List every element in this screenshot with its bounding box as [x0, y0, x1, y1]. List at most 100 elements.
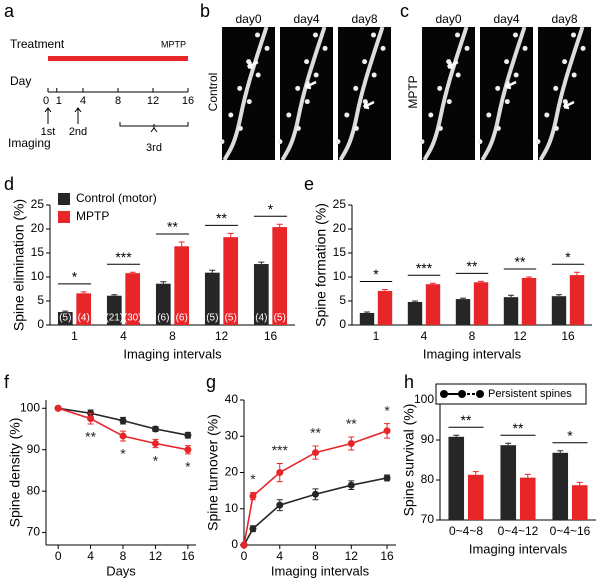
y-tick-label: 100	[414, 392, 434, 406]
bar	[500, 445, 517, 520]
spine	[535, 139, 541, 145]
sig-label: *	[268, 201, 274, 217]
y-axis-label: Spine survival (%)	[401, 404, 417, 517]
spine	[246, 99, 252, 105]
imaging-arrow	[74, 107, 82, 124]
spine	[513, 32, 518, 38]
panel-letter: a	[4, 1, 15, 21]
point	[249, 492, 257, 500]
spine	[428, 112, 434, 118]
legend-label: Control (motor)	[76, 191, 157, 205]
spine	[295, 125, 301, 131]
sig-label: ***	[115, 249, 132, 265]
spine	[313, 32, 318, 38]
spine	[513, 72, 519, 78]
day-tick-label: 4	[80, 95, 86, 107]
sig-label: **	[461, 412, 472, 428]
y-tick-label: 40	[225, 392, 239, 406]
spine	[304, 99, 310, 105]
bar	[253, 264, 269, 325]
spine	[295, 85, 301, 91]
spine	[522, 45, 528, 51]
y-tick-label: 20	[333, 221, 347, 235]
day-label: day0	[235, 12, 261, 26]
imaging-order: 1st	[41, 126, 56, 138]
dendrite	[480, 26, 527, 161]
bar	[503, 297, 519, 325]
imaging-order: 2nd	[69, 126, 87, 138]
x-axis-label: Imaging intervals	[123, 346, 222, 361]
spine	[237, 125, 243, 131]
spine	[380, 45, 386, 51]
error-bar	[460, 297, 466, 300]
spine	[264, 45, 270, 51]
point	[151, 425, 159, 433]
day-label: day8	[351, 12, 377, 26]
point	[119, 432, 127, 440]
y-axis-label: Spine density (%)	[7, 418, 23, 528]
sig-label: *	[565, 249, 571, 265]
x-tick-label: 4	[421, 329, 428, 343]
spine	[477, 139, 483, 145]
y-tick-label: 30	[225, 428, 239, 442]
dendrite	[422, 26, 469, 161]
point	[347, 440, 355, 447]
spine	[446, 99, 452, 105]
bar	[467, 474, 484, 520]
imaging-arrow	[44, 107, 52, 124]
spine	[571, 72, 577, 78]
sig-label: *	[185, 459, 191, 475]
day-label-bg	[432, 13, 466, 26]
bar	[204, 272, 220, 325]
error-bar	[574, 271, 580, 276]
panel-letter: f	[4, 372, 10, 392]
panel-letter: h	[404, 372, 414, 392]
panel-letter: c	[400, 1, 409, 21]
treatment-label: Treatment	[10, 37, 65, 51]
error-bar	[258, 261, 265, 265]
sig-label: ***	[416, 260, 433, 276]
error-bar	[382, 288, 388, 291]
bar	[407, 301, 423, 325]
error-bar	[129, 271, 136, 274]
sig-label: *	[373, 266, 379, 282]
arrow	[504, 80, 517, 90]
spine	[486, 112, 492, 118]
spine	[544, 112, 550, 118]
x-tick-label: 0	[241, 549, 248, 563]
spine	[571, 32, 576, 38]
sig-label: **	[346, 416, 357, 432]
sig-label: *	[153, 452, 159, 468]
y-tick-label: 100	[20, 400, 40, 414]
y-tick-label: 10	[225, 501, 239, 515]
x-tick-label: 0	[55, 549, 62, 563]
bar	[125, 273, 141, 325]
point	[151, 440, 159, 447]
point	[54, 404, 62, 412]
arrow	[362, 100, 375, 110]
day-label-bg	[348, 13, 382, 26]
spine	[335, 139, 341, 145]
sig-label: **	[167, 219, 178, 235]
x-tick-label: 8	[312, 549, 319, 563]
dendrite	[538, 26, 585, 161]
day-tick-label: 16	[182, 95, 194, 107]
error-bar	[524, 473, 531, 478]
arrow	[446, 60, 459, 70]
arrow	[562, 100, 575, 110]
error-bar	[526, 276, 532, 278]
point	[312, 490, 320, 498]
point	[249, 525, 257, 533]
spine	[255, 72, 261, 78]
bar	[551, 296, 567, 325]
spine	[353, 125, 359, 131]
error-bar	[209, 269, 216, 273]
day-label-bg	[232, 13, 266, 26]
error-bar	[508, 294, 514, 298]
bar	[76, 293, 92, 325]
point	[119, 417, 127, 425]
arrow	[304, 80, 317, 90]
n-label: (6)	[157, 313, 169, 324]
day-label-bg	[548, 13, 582, 26]
bar	[272, 227, 288, 325]
